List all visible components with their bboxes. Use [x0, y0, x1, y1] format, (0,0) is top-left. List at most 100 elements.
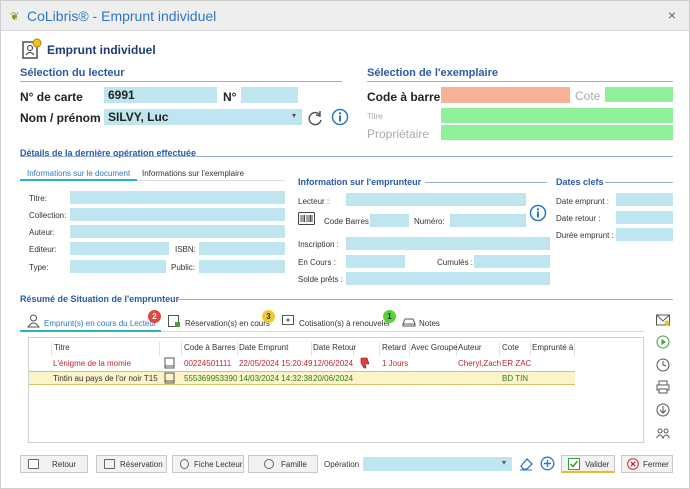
operation-label: Opération [324, 460, 360, 469]
n-input[interactable] [241, 87, 298, 103]
name-label: Nom / prénom [20, 111, 101, 125]
book-icon [164, 357, 175, 369]
emprunts-count-badge: 2 [148, 310, 161, 323]
famille-button[interactable]: Famille [248, 455, 318, 473]
section-resume-title: Résumé de Situation de l'emprunteur [20, 294, 180, 304]
window-title: CoLibris® - Emprunt individuel [27, 8, 217, 24]
tab-reservations[interactable]: Réservation(s) en cours [185, 319, 270, 328]
row-date-retour: 20/06/2024 [313, 374, 354, 383]
doc-collection-field [70, 208, 285, 221]
emprunt-icon [22, 38, 42, 59]
auteur-label: Auteur: [29, 228, 55, 237]
clock-icon[interactable] [656, 358, 670, 372]
title-bar: ❦ CoLibris® - Emprunt individuel × [1, 1, 689, 31]
retour-icon [28, 459, 39, 469]
close-button[interactable]: × [667, 7, 677, 23]
row-cote: BD TIN [502, 374, 529, 383]
fermer-button[interactable]: Fermer [621, 455, 673, 473]
reservation-icon [104, 459, 115, 469]
fermer-label: Fermer [643, 460, 669, 469]
tab-document-info[interactable]: Informations sur le document [27, 169, 131, 178]
row-retard: 1 Jours [382, 359, 409, 368]
col-header-date-retour[interactable]: Date Retour [313, 343, 357, 352]
emprunts-table [28, 337, 644, 443]
mail-icon[interactable] [656, 314, 670, 328]
colibri-logo-icon: ❦ [10, 11, 20, 23]
emp-cumules-field [474, 255, 550, 268]
chevron-down-icon: ▾ [292, 111, 297, 120]
section-exemplaire-title: Sélection de l'exemplaire [367, 67, 499, 79]
fiche-lecteur-label: Fiche Lecteur [194, 460, 243, 469]
lecteur-label: Lecteur : [298, 197, 330, 206]
book-icon [164, 372, 175, 384]
fiche-lecteur-button[interactable]: Fiche Lecteur [172, 455, 244, 473]
editeur-label: Editeur: [29, 245, 57, 254]
operation-select[interactable] [363, 457, 512, 471]
titre-input[interactable] [441, 108, 673, 123]
collection-label: Collection: [29, 211, 67, 220]
tab-exemplaire-info[interactable]: Informations sur l'exemplaire [142, 169, 245, 178]
info-icon[interactable] [331, 108, 349, 126]
tab-notes[interactable]: Notes [419, 319, 440, 328]
info-icon[interactable] [529, 204, 547, 222]
doc-auteur-field [70, 225, 285, 238]
titre-label: Titre: [29, 194, 47, 203]
retour-button[interactable]: Retour [20, 455, 88, 473]
proprietaire-input[interactable] [441, 125, 673, 140]
table-row[interactable]: Tintin au pays de l'or noir T15 55536995… [29, 371, 575, 385]
tab-cotisations[interactable]: Cotisation(s) à renouveler [299, 319, 391, 328]
section-divider [177, 299, 673, 300]
duree-label: Durée emprunt : [556, 231, 614, 240]
name-value: SILVY, Luc [108, 110, 169, 124]
group-icon[interactable] [656, 426, 670, 440]
proprietaire-placeholder: Propriétaire [367, 127, 430, 141]
emp-code-field [370, 214, 409, 227]
duree-field [616, 228, 673, 241]
doc-editeur-field [70, 242, 169, 255]
row-auteur: Cheryl,Zach [458, 359, 502, 368]
valider-button[interactable]: Valider [561, 455, 615, 473]
reservation-button[interactable]: Réservation [96, 455, 167, 473]
table-row[interactable]: L'énigme de la momie 00224501111 22/05/2… [29, 356, 575, 370]
col-header-retard[interactable]: Retard [382, 343, 407, 352]
cotisations-count-badge: 1 [383, 310, 396, 323]
reservation-label: Réservation [120, 460, 163, 469]
col-header-titre[interactable]: Titre [54, 343, 70, 352]
refresh-icon[interactable] [307, 109, 324, 126]
group-icon [264, 459, 274, 469]
download-icon[interactable] [656, 403, 670, 417]
barcode-input[interactable] [441, 87, 570, 103]
section-divider [605, 182, 673, 183]
col-header-emprunte[interactable]: Emprunté à [532, 343, 574, 352]
reservation-icon [168, 315, 180, 327]
solde-label: Solde prêts : [298, 275, 343, 284]
col-header-groupe[interactable]: Avec Groupe [411, 343, 458, 352]
row-code: 555369953390 [184, 374, 238, 383]
barcode-label: Code à barre [367, 90, 441, 104]
col-header-code[interactable]: Code à Barres [184, 343, 236, 352]
code-barres-label: Code Barres [324, 217, 369, 226]
col-header-cote[interactable]: Cote [502, 343, 519, 352]
famille-label: Famille [281, 460, 307, 469]
user-icon [180, 459, 189, 469]
name-select[interactable]: SILVY, Luc [104, 109, 302, 125]
add-icon[interactable] [540, 456, 555, 471]
eraser-icon[interactable] [518, 456, 534, 471]
reservations-count-badge: 3 [262, 310, 275, 323]
col-header-auteur[interactable]: Auteur [458, 343, 482, 352]
retour-label: Retour [52, 460, 77, 469]
doc-public-field [199, 260, 285, 273]
play-icon[interactable] [656, 335, 670, 349]
row-code: 00224501111 [184, 359, 232, 368]
type-label: Type: [29, 263, 49, 272]
section-divider [20, 156, 673, 157]
card-number-input[interactable]: 6991 [104, 87, 217, 103]
doc-type-field [70, 260, 166, 273]
print-icon[interactable] [656, 380, 670, 394]
page-title: Emprunt individuel [47, 43, 156, 57]
col-header-date-emprunt[interactable]: Date Emprunt [239, 343, 289, 352]
date-emprunt-field [616, 193, 673, 206]
tab-emprunts[interactable]: Emprunt(s) en cours du Lecteur [44, 319, 157, 328]
cote-input[interactable] [605, 87, 673, 102]
